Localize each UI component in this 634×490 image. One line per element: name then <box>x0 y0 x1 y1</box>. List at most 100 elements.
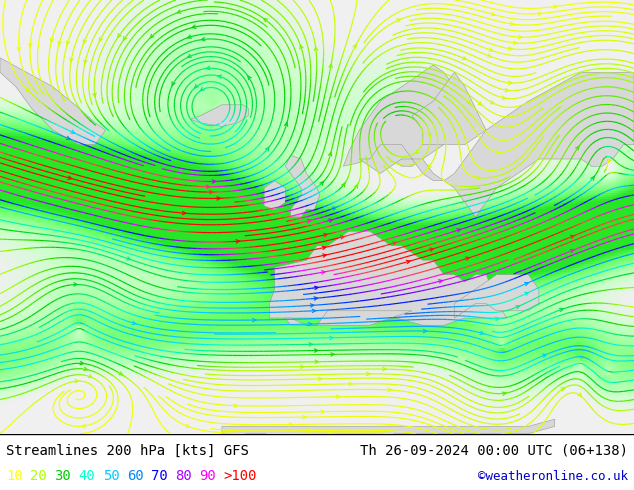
Text: 80: 80 <box>175 469 191 483</box>
FancyArrowPatch shape <box>150 34 154 38</box>
FancyArrowPatch shape <box>192 25 196 28</box>
Text: Th 26-09-2024 00:00 UTC (06+138): Th 26-09-2024 00:00 UTC (06+138) <box>359 444 628 458</box>
FancyArrowPatch shape <box>340 236 344 239</box>
FancyArrowPatch shape <box>561 388 565 391</box>
FancyArrowPatch shape <box>342 183 345 187</box>
Text: Streamlines 200 hPa [kts] GFS: Streamlines 200 hPa [kts] GFS <box>6 444 249 458</box>
Text: 30: 30 <box>55 469 71 483</box>
FancyArrowPatch shape <box>439 280 443 283</box>
FancyArrowPatch shape <box>491 13 495 16</box>
FancyArrowPatch shape <box>206 185 210 188</box>
FancyArrowPatch shape <box>75 379 79 383</box>
FancyArrowPatch shape <box>314 47 318 50</box>
FancyArrowPatch shape <box>488 54 491 57</box>
FancyArrowPatch shape <box>397 19 401 22</box>
FancyArrowPatch shape <box>429 133 432 137</box>
FancyArrowPatch shape <box>301 365 304 368</box>
FancyArrowPatch shape <box>71 130 75 133</box>
Text: ©weatheronline.co.uk: ©weatheronline.co.uk <box>477 470 628 483</box>
FancyArrowPatch shape <box>496 317 499 320</box>
FancyArrowPatch shape <box>315 360 318 364</box>
FancyArrowPatch shape <box>100 38 103 41</box>
FancyArrowPatch shape <box>366 372 370 375</box>
FancyArrowPatch shape <box>415 150 418 153</box>
FancyArrowPatch shape <box>525 293 529 295</box>
FancyArrowPatch shape <box>329 64 332 68</box>
FancyArrowPatch shape <box>202 37 205 41</box>
FancyArrowPatch shape <box>324 233 327 237</box>
FancyArrowPatch shape <box>406 260 410 264</box>
FancyArrowPatch shape <box>217 197 220 200</box>
FancyArrowPatch shape <box>314 349 318 352</box>
FancyArrowPatch shape <box>320 182 323 185</box>
FancyArrowPatch shape <box>236 240 240 243</box>
FancyArrowPatch shape <box>74 283 77 286</box>
FancyArrowPatch shape <box>524 283 528 286</box>
FancyArrowPatch shape <box>186 424 190 427</box>
FancyArrowPatch shape <box>67 41 70 45</box>
FancyArrowPatch shape <box>70 58 73 62</box>
FancyArrowPatch shape <box>392 242 396 245</box>
FancyArrowPatch shape <box>608 157 612 162</box>
FancyArrowPatch shape <box>538 12 541 15</box>
FancyArrowPatch shape <box>119 372 123 375</box>
FancyArrowPatch shape <box>322 246 326 249</box>
FancyArrowPatch shape <box>328 432 331 435</box>
FancyArrowPatch shape <box>328 219 332 222</box>
FancyArrowPatch shape <box>331 353 334 356</box>
FancyArrowPatch shape <box>510 22 514 25</box>
FancyArrowPatch shape <box>321 271 325 274</box>
FancyArrowPatch shape <box>200 87 204 91</box>
Text: >100: >100 <box>223 469 257 483</box>
FancyArrowPatch shape <box>309 343 313 346</box>
FancyArrowPatch shape <box>80 362 84 365</box>
FancyArrowPatch shape <box>88 374 92 377</box>
FancyArrowPatch shape <box>354 184 358 188</box>
FancyArrowPatch shape <box>58 42 61 45</box>
FancyArrowPatch shape <box>84 60 87 64</box>
FancyArrowPatch shape <box>132 321 136 324</box>
FancyArrowPatch shape <box>576 147 579 150</box>
FancyArrowPatch shape <box>591 176 594 180</box>
FancyArrowPatch shape <box>543 354 546 357</box>
FancyArrowPatch shape <box>505 89 508 92</box>
FancyArrowPatch shape <box>502 392 506 395</box>
FancyArrowPatch shape <box>318 377 322 381</box>
FancyArrowPatch shape <box>234 404 238 407</box>
FancyArrowPatch shape <box>83 40 86 43</box>
FancyArrowPatch shape <box>289 423 292 426</box>
FancyArrowPatch shape <box>480 331 484 334</box>
Text: 70: 70 <box>151 469 167 483</box>
FancyArrowPatch shape <box>124 36 127 40</box>
FancyArrowPatch shape <box>314 286 318 290</box>
FancyArrowPatch shape <box>328 152 332 156</box>
FancyArrowPatch shape <box>553 5 557 8</box>
FancyArrowPatch shape <box>17 47 20 51</box>
FancyArrowPatch shape <box>68 176 72 179</box>
FancyArrowPatch shape <box>353 45 356 48</box>
FancyArrowPatch shape <box>337 395 340 398</box>
FancyArrowPatch shape <box>502 96 506 99</box>
FancyArrowPatch shape <box>285 122 288 126</box>
FancyArrowPatch shape <box>188 35 191 38</box>
FancyArrowPatch shape <box>466 257 469 260</box>
FancyArrowPatch shape <box>307 220 311 222</box>
FancyArrowPatch shape <box>496 151 499 154</box>
FancyArrowPatch shape <box>508 47 512 50</box>
FancyArrowPatch shape <box>308 322 312 326</box>
FancyArrowPatch shape <box>388 388 391 392</box>
FancyArrowPatch shape <box>127 257 131 260</box>
FancyArrowPatch shape <box>514 41 517 45</box>
FancyArrowPatch shape <box>489 48 493 51</box>
FancyArrowPatch shape <box>462 56 466 59</box>
Text: 90: 90 <box>199 469 216 483</box>
FancyArrowPatch shape <box>264 19 268 22</box>
FancyArrowPatch shape <box>188 54 191 57</box>
FancyArrowPatch shape <box>311 304 314 307</box>
FancyArrowPatch shape <box>183 211 186 215</box>
FancyArrowPatch shape <box>430 248 434 251</box>
FancyArrowPatch shape <box>332 207 336 210</box>
FancyArrowPatch shape <box>308 429 312 432</box>
FancyArrowPatch shape <box>29 43 32 47</box>
FancyArrowPatch shape <box>178 10 181 13</box>
